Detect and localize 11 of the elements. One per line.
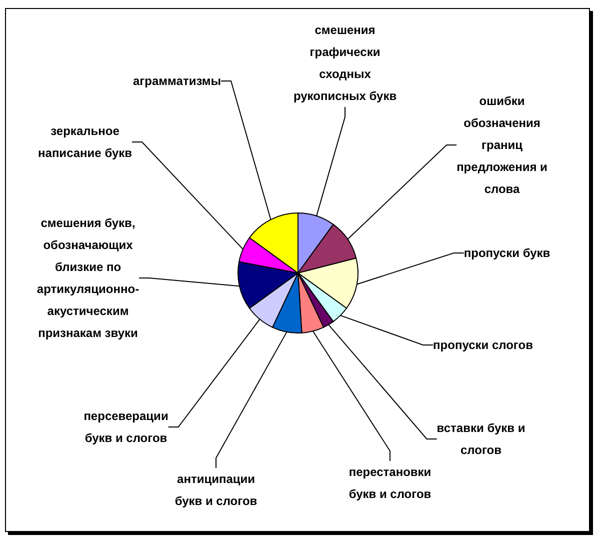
slice-label: пропуски слогов bbox=[433, 338, 533, 352]
slice-label: пропуски букв bbox=[464, 246, 550, 260]
slice-label: перестановки букв и слогов bbox=[348, 465, 432, 501]
slice-label: персеверации букв и слогов bbox=[84, 409, 168, 445]
slice-label: антиципации букв и слогов bbox=[174, 472, 258, 508]
slice-label: зеркальное написание букв bbox=[38, 124, 132, 160]
slice-label: смешения букв, обозначающих близкие по артикуляционно-акустическим признакам звуки bbox=[36, 216, 140, 340]
slice-label: ошибки обозначения границ предложения и слова bbox=[456, 94, 548, 196]
slice-label: вставки букв и слогов bbox=[436, 421, 526, 457]
slice-label: смешения графически сходных рукописных букв bbox=[293, 23, 397, 103]
slice-label: аграмматизмы bbox=[133, 74, 221, 88]
